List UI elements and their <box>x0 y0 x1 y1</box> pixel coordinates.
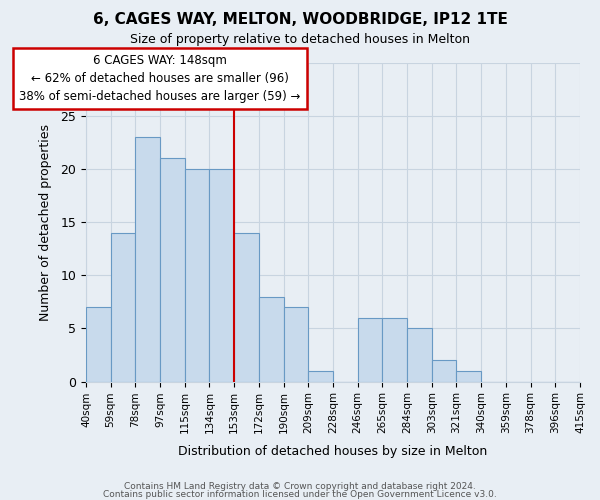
Bar <box>358 318 382 382</box>
Bar <box>185 169 209 382</box>
Text: 6, CAGES WAY, MELTON, WOODBRIDGE, IP12 1TE: 6, CAGES WAY, MELTON, WOODBRIDGE, IP12 1… <box>92 12 508 28</box>
Bar <box>86 307 110 382</box>
Bar <box>136 137 160 382</box>
Text: Contains public sector information licensed under the Open Government Licence v3: Contains public sector information licen… <box>103 490 497 499</box>
Bar <box>209 169 234 382</box>
Bar <box>382 318 407 382</box>
Text: Size of property relative to detached houses in Melton: Size of property relative to detached ho… <box>130 32 470 46</box>
Text: 6 CAGES WAY: 148sqm
← 62% of detached houses are smaller (96)
38% of semi-detach: 6 CAGES WAY: 148sqm ← 62% of detached ho… <box>19 54 301 103</box>
Bar <box>160 158 185 382</box>
Bar <box>457 371 481 382</box>
Bar <box>432 360 457 382</box>
X-axis label: Distribution of detached houses by size in Melton: Distribution of detached houses by size … <box>178 444 488 458</box>
Bar <box>407 328 432 382</box>
Bar <box>284 307 308 382</box>
Bar <box>110 233 136 382</box>
Text: Contains HM Land Registry data © Crown copyright and database right 2024.: Contains HM Land Registry data © Crown c… <box>124 482 476 491</box>
Bar <box>308 371 333 382</box>
Y-axis label: Number of detached properties: Number of detached properties <box>39 124 52 320</box>
Bar <box>259 296 284 382</box>
Bar <box>234 233 259 382</box>
